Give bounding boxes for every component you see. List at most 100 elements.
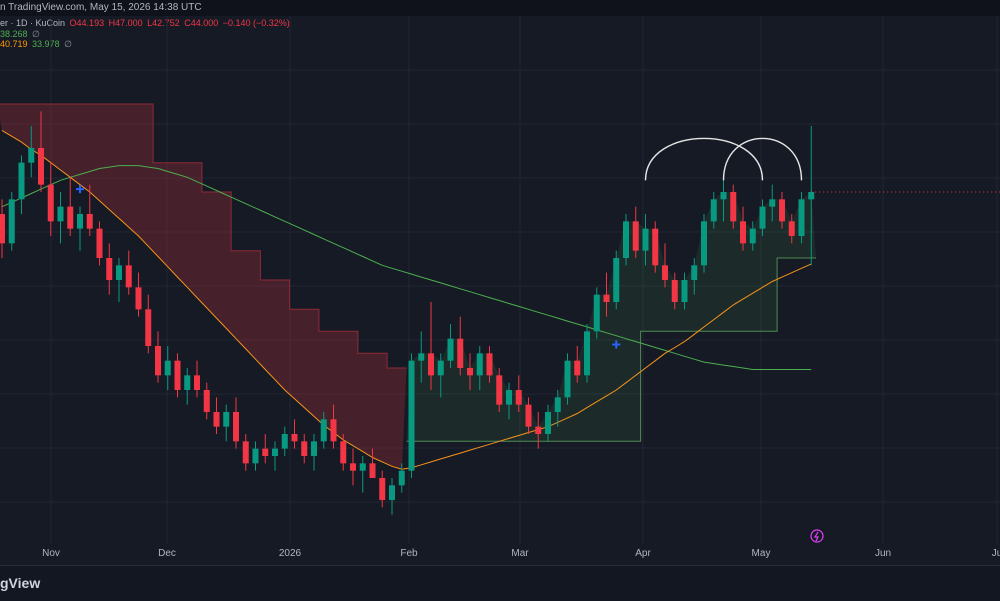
candle-body	[769, 199, 776, 207]
candle-body	[593, 294, 600, 332]
candle-body	[145, 309, 152, 346]
candle-body	[671, 280, 678, 302]
candle-body	[749, 228, 756, 244]
candle-body	[291, 434, 298, 442]
candle-body	[720, 192, 727, 200]
candle-body	[642, 228, 649, 251]
candle-body	[155, 346, 161, 376]
candle-body	[759, 206, 766, 229]
candle-body	[525, 404, 532, 427]
cloud-red	[0, 104, 407, 470]
grid-lines	[0, 16, 1000, 544]
candle-body	[330, 419, 337, 442]
brand-text: gView	[0, 575, 41, 591]
candle-body	[252, 448, 259, 464]
candle-body	[116, 265, 122, 280]
legend-indicator-1[interactable]: 38.268 ∅	[0, 29, 292, 40]
legend-open: O44.193	[69, 18, 105, 28]
x-tick-label: May	[752, 548, 771, 559]
candle-body	[96, 228, 103, 258]
candle-body	[8, 199, 15, 244]
brand-footer: gView	[0, 565, 1000, 601]
candle-body	[428, 353, 434, 376]
candle-body	[535, 426, 542, 434]
candle-body	[0, 214, 5, 244]
chart-legend: er · 1D · KuCoin O44.193 H47.000 L42.752…	[0, 18, 292, 50]
candle-body	[613, 258, 620, 302]
candle-body	[554, 397, 561, 412]
candle-body	[262, 448, 269, 456]
candle-body	[437, 360, 444, 376]
price-chart[interactable]: Nov Dec 2026 Feb Mar Apr May Jun Ju	[0, 16, 1000, 564]
candle-body	[623, 221, 629, 258]
candle-body	[184, 375, 191, 390]
x-tick-label: 2026	[279, 548, 302, 559]
candle-body	[418, 353, 425, 361]
cloud-green-edge	[406, 257, 817, 442]
flash-icon[interactable]	[810, 529, 824, 543]
candle-body	[730, 192, 737, 222]
legend-high: H47.000	[108, 18, 143, 28]
ma-orange-line	[1, 129, 812, 470]
x-tick-label: Ju	[992, 548, 1000, 559]
cloud-red-edge	[0, 103, 407, 369]
candle-body	[223, 412, 230, 427]
candle-body	[710, 199, 717, 222]
candle-body	[515, 390, 522, 405]
candle-body	[194, 375, 200, 390]
candle-body	[86, 214, 93, 229]
candle-body	[77, 214, 83, 229]
x-tick-label: Mar	[511, 548, 529, 559]
candle-body	[18, 162, 25, 200]
indicator-2-value-b: 33.978	[32, 39, 60, 49]
candle-body	[311, 441, 317, 456]
candle-body	[233, 412, 239, 442]
candle-body	[203, 390, 210, 412]
candle-body	[67, 206, 74, 229]
candle-body	[632, 221, 639, 251]
x-tick-label: Nov	[42, 548, 60, 559]
candle-body	[603, 294, 610, 302]
candle-body	[476, 353, 483, 376]
legend-low: L42.752	[147, 18, 180, 28]
arc-annotation	[722, 137, 803, 181]
candle-body	[584, 331, 590, 376]
legend-change: −0.140 (−0.32%)	[222, 18, 290, 28]
legend-symbol[interactable]: er · 1D · KuCoin	[0, 18, 66, 28]
cross-marker	[76, 185, 84, 194]
candle-body	[135, 287, 142, 310]
candle-body	[662, 265, 668, 280]
candle-body	[564, 360, 571, 398]
candle-body	[350, 463, 356, 471]
candle-body	[301, 441, 308, 456]
candle-body	[701, 221, 707, 266]
arc-annotation	[644, 137, 764, 181]
legend-close: C44.000	[184, 18, 219, 28]
x-tick-label: Feb	[400, 548, 418, 559]
candle-body	[681, 280, 688, 302]
candle-body	[506, 390, 512, 405]
candle-body	[467, 368, 473, 376]
candle-body	[808, 192, 815, 200]
cloud-bands	[0, 103, 817, 470]
source-bar: n TradingView.com, May 15, 2026 14:38 UT…	[0, 0, 1000, 16]
candle-body	[740, 221, 746, 244]
candle-body	[389, 485, 395, 500]
legend-indicator-2[interactable]: 40.719 33.978 ∅	[0, 39, 292, 50]
x-tick-label: Jun	[875, 548, 891, 559]
indicator-2-suffix: ∅	[64, 39, 72, 49]
candle-body	[457, 338, 464, 368]
x-tick-label: Apr	[635, 548, 651, 559]
candle-body	[379, 478, 386, 500]
candle-body	[281, 434, 288, 449]
candle-body	[47, 184, 54, 222]
indicator-1-suffix: ∅	[32, 28, 40, 39]
candle-body	[779, 199, 785, 222]
candle-body	[788, 221, 795, 236]
x-axis: Nov Dec 2026 Feb Mar Apr May Jun Ju	[42, 548, 1000, 559]
legend-symbol-row: er · 1D · KuCoin O44.193 H47.000 L42.752…	[0, 18, 292, 29]
candle-body	[574, 360, 581, 376]
candle-body	[164, 360, 171, 376]
candle-body	[652, 228, 659, 266]
candle-body	[174, 360, 181, 390]
